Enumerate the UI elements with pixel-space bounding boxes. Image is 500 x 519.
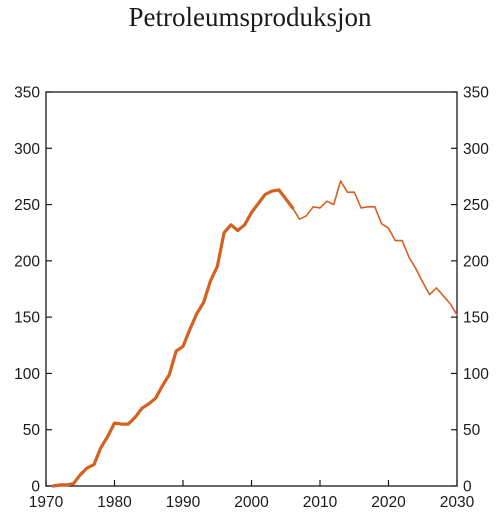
x-tick-label: 2020 (371, 494, 406, 511)
plot-frame (45, 91, 458, 487)
y-tick-label-left: 300 (14, 141, 40, 158)
y-tick-label-right: 350 (463, 85, 489, 102)
y-tick-label-left: 0 (31, 479, 40, 496)
y-tick-label-left: 100 (14, 366, 40, 383)
y-tick-label-left: 50 (23, 422, 41, 439)
x-tick-label: 2000 (234, 494, 269, 511)
y-tick-label-right: 300 (463, 141, 489, 158)
y-tick-label-left: 250 (14, 197, 40, 214)
y-tick-label-right: 200 (463, 253, 489, 270)
chart-title: Petroleumsproduksjon (128, 2, 372, 32)
y-tick-label-left: 200 (14, 253, 40, 270)
y-tick-label-right: 50 (463, 422, 481, 439)
y-tick-label-right: 150 (463, 310, 489, 327)
y-tick-label-left: 150 (14, 310, 40, 327)
y-tick-label-right: 100 (463, 366, 489, 383)
y-tick-label-right: 250 (463, 197, 489, 214)
series-line-historical (51, 188, 295, 488)
y-tick-label-right: 0 (463, 479, 472, 496)
x-tick-label: 2030 (440, 494, 475, 511)
x-tick-label: 2010 (303, 494, 338, 511)
series-line-projection (291, 180, 458, 316)
x-tick-label: 1970 (29, 494, 64, 511)
x-tick-label: 1990 (166, 494, 201, 511)
x-tick-label: 1980 (97, 494, 132, 511)
y-tick-label-left: 350 (14, 85, 40, 102)
